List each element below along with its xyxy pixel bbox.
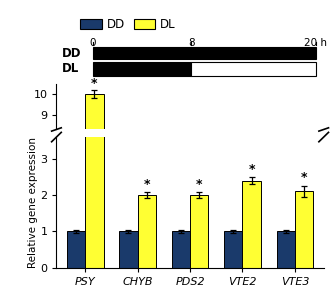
Bar bbox=[224, 282, 242, 302]
Text: *: * bbox=[196, 178, 203, 191]
Bar bbox=[242, 181, 261, 268]
Bar bbox=[85, 94, 104, 302]
Bar bbox=[277, 282, 295, 302]
Text: DD: DD bbox=[62, 47, 81, 60]
Text: *: * bbox=[248, 163, 255, 176]
Legend: DD, DL: DD, DL bbox=[76, 13, 180, 36]
Bar bbox=[192, 62, 316, 76]
Text: DL: DL bbox=[62, 62, 79, 75]
Bar bbox=[172, 282, 190, 302]
Y-axis label: Relative gene expression: Relative gene expression bbox=[28, 137, 38, 268]
Text: 20 h: 20 h bbox=[304, 38, 327, 48]
Bar bbox=[138, 261, 156, 302]
Text: *: * bbox=[143, 178, 150, 191]
Bar bbox=[85, 0, 104, 268]
Bar bbox=[224, 231, 242, 268]
Bar bbox=[138, 195, 156, 268]
Text: *: * bbox=[91, 77, 98, 90]
Bar bbox=[295, 259, 313, 302]
Text: *: * bbox=[301, 171, 307, 184]
Bar bbox=[67, 282, 85, 302]
Bar bbox=[119, 282, 138, 302]
Bar bbox=[172, 231, 190, 268]
Bar bbox=[93, 47, 316, 59]
Bar bbox=[277, 231, 295, 268]
Bar bbox=[67, 231, 85, 268]
Bar bbox=[295, 192, 313, 268]
Bar bbox=[93, 62, 192, 76]
Text: 8: 8 bbox=[188, 38, 195, 48]
Text: 0: 0 bbox=[89, 38, 96, 48]
Bar bbox=[190, 195, 208, 268]
Bar bbox=[190, 261, 208, 302]
Bar bbox=[119, 231, 138, 268]
Bar bbox=[242, 252, 261, 302]
